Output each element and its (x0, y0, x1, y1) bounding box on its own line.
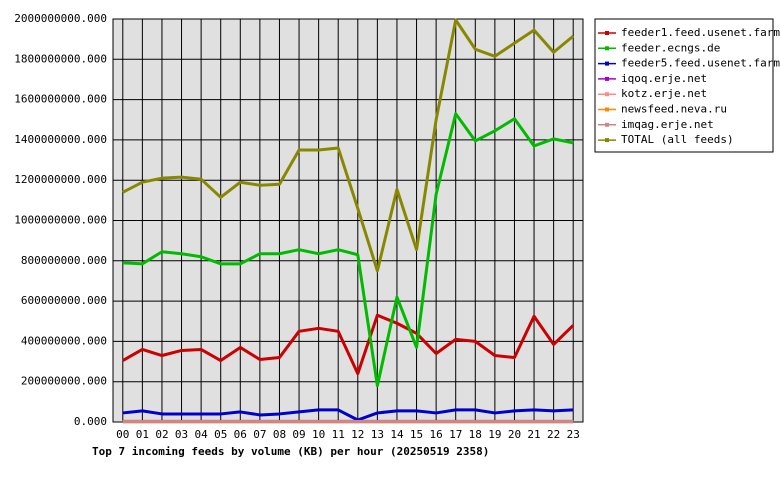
legend-label: feeder5.feed.usenet.farm (621, 57, 780, 70)
x-tick-label: 05 (214, 428, 227, 441)
legend-marker (605, 138, 609, 143)
x-tick-label: 19 (488, 428, 501, 441)
legend-label: iqoq.erje.net (621, 72, 707, 85)
legend-marker (605, 92, 609, 97)
y-tick-label: 1000000000.000 (14, 214, 107, 227)
x-tick-label: 17 (449, 428, 462, 441)
legend-marker (605, 61, 609, 66)
series-line (122, 313, 575, 376)
x-tick-label: 07 (253, 428, 266, 441)
x-tick-label: 12 (351, 428, 364, 441)
y-tick-label: 200000000.000 (21, 375, 107, 388)
chart-title: Top 7 incoming feeds by volume (KB) per … (92, 445, 489, 458)
x-tick-label: 04 (195, 428, 209, 441)
x-tick-label: 15 (410, 428, 423, 441)
y-tick-label: 2000000000.000 (14, 12, 107, 25)
y-tick-label: 1600000000.000 (14, 93, 107, 106)
legend-label: imqag.erje.net (621, 118, 714, 131)
legend-label: feeder1.feed.usenet.farm (621, 26, 780, 39)
y-tick-label: 1200000000.000 (14, 173, 107, 186)
legend-marker (605, 107, 609, 112)
y-tick-label: 800000000.000 (21, 254, 107, 267)
x-tick-label: 20 (508, 428, 521, 441)
x-tick-label: 08 (273, 428, 286, 441)
x-tick-label: 13 (371, 428, 384, 441)
y-tick-label: 1400000000.000 (14, 133, 107, 146)
x-tick-label: 02 (155, 428, 168, 441)
x-tick-label: 09 (292, 428, 305, 441)
x-tick-label: 18 (469, 428, 482, 441)
legend-marker (605, 46, 609, 51)
x-tick-label: 03 (175, 428, 188, 441)
y-tick-label: 1800000000.000 (14, 52, 107, 65)
x-tick-label: 22 (547, 428, 560, 441)
x-tick-label: 01 (136, 428, 149, 441)
legend-label: TOTAL (all feeds) (621, 133, 734, 146)
series-line (122, 18, 575, 273)
y-tick-label: 0.000 (74, 415, 107, 428)
legend-marker (605, 122, 609, 127)
legend-marker (605, 31, 609, 35)
x-tick-label: 16 (430, 428, 443, 441)
y-tick-label: 400000000.000 (21, 334, 107, 347)
legend-label: newsfeed.neva.ru (621, 103, 727, 116)
series-line (122, 112, 574, 388)
x-tick-label: 11 (332, 428, 345, 441)
x-tick-label: 00 (116, 428, 129, 441)
x-tick-label: 14 (390, 428, 404, 441)
legend-marker (605, 76, 609, 81)
legend-label: kotz.erje.net (621, 87, 707, 100)
legend-box (594, 18, 774, 153)
x-tick-label: 21 (527, 428, 540, 441)
x-tick-label: 06 (234, 428, 247, 441)
x-tick-label: 10 (312, 428, 325, 441)
legend-label: feeder.ecngs.de (621, 41, 720, 54)
y-tick-label: 600000000.000 (21, 294, 107, 307)
series-line (122, 408, 574, 422)
x-tick-label: 23 (567, 428, 580, 441)
